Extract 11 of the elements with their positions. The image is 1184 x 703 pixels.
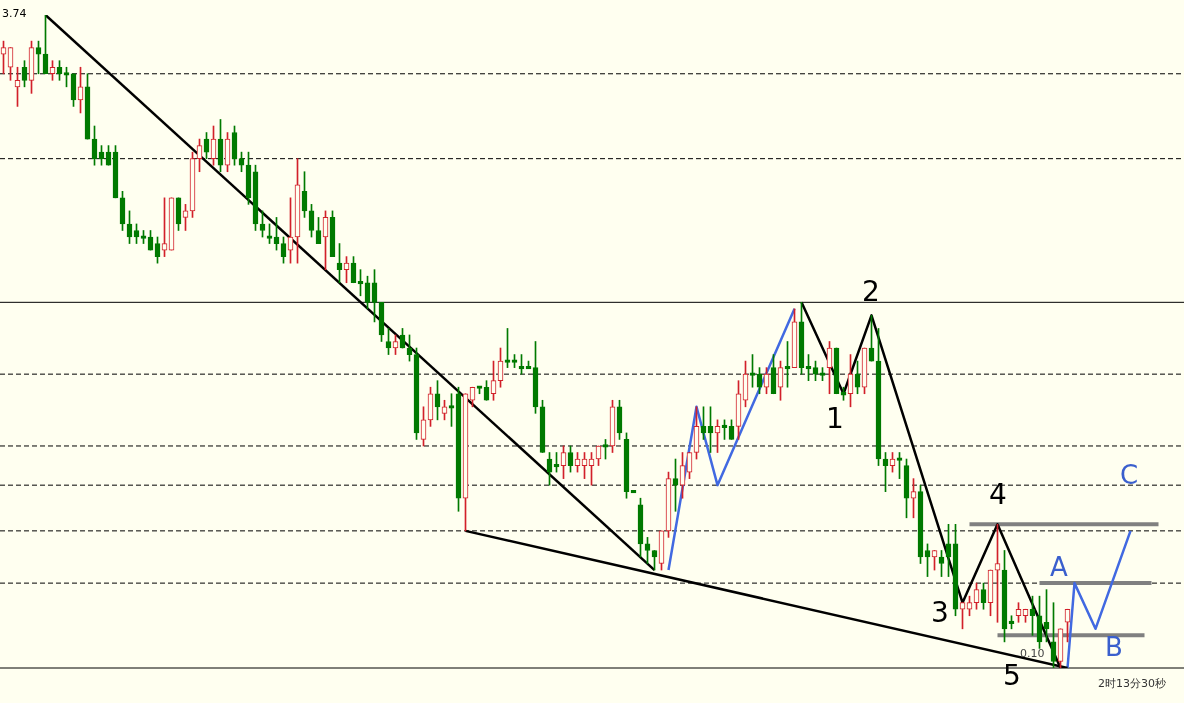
annotation: 3 — [931, 596, 949, 629]
text: 2时13分30秒 — [1098, 677, 1166, 690]
annotation: 5 — [1003, 659, 1021, 692]
annotation: 4 — [989, 478, 1007, 511]
annotation: 1 — [826, 402, 844, 435]
annotation: 2 — [862, 275, 880, 308]
annotation: 0.10 — [1020, 647, 1045, 660]
annotation: A — [1050, 552, 1068, 582]
annotation: C — [1120, 460, 1139, 490]
annotation: 3.74 — [2, 7, 27, 20]
annotation: B — [1105, 632, 1123, 662]
